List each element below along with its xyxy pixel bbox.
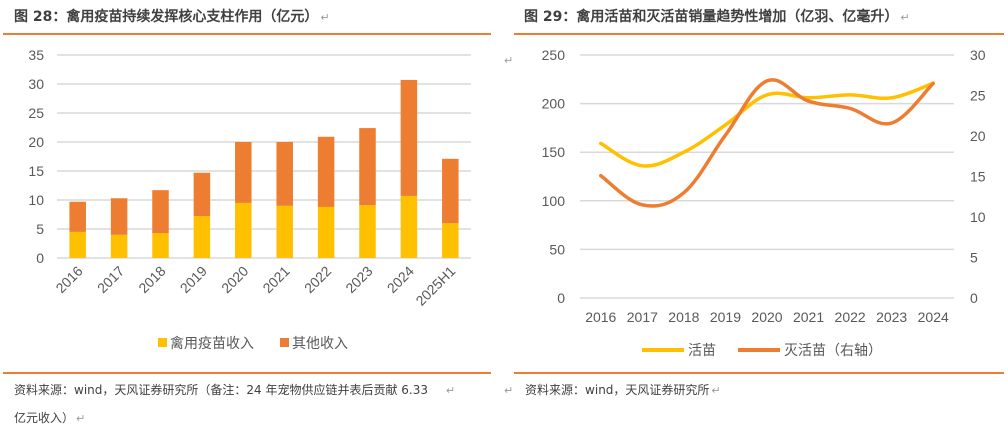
- right-source-text: 资料来源：wind，天风证券研究所: [525, 383, 710, 397]
- legend-label: 其他收入: [292, 335, 348, 351]
- return-mark-icon: ↵: [711, 384, 721, 397]
- bar-segment-other-2022: [317, 136, 335, 207]
- bar-segment-poultry-vaccine-2024: [400, 195, 418, 258]
- left-title-text: 图 28：禽用疫苗持续发挥核心支柱作用（亿元）: [14, 9, 319, 25]
- x-tick-label: 2016: [585, 309, 616, 325]
- x-tick-label: 2022: [835, 309, 866, 325]
- y-tick-label: 30: [28, 76, 44, 92]
- x-tick-label: 2017: [94, 263, 127, 296]
- left-source-text-2: 亿元收入）: [14, 411, 75, 425]
- legend-label: 禽用疫苗收入: [170, 335, 254, 351]
- legend-swatch-0: [158, 338, 167, 347]
- line-series-inactivated-vaccine: [599, 78, 935, 208]
- legend-label: 灭活苗（右轴）: [784, 342, 882, 358]
- left-source-rule: [3, 372, 491, 374]
- bar-segment-other-2024: [400, 79, 418, 196]
- y-right-tick-label: 25: [970, 88, 986, 104]
- y-tick-label: 15: [28, 163, 44, 179]
- bar-segment-poultry-vaccine-2022: [317, 206, 335, 258]
- legend-swatch-1: [280, 338, 289, 347]
- line-legend: 活苗 灭活苗（右轴）: [642, 342, 882, 358]
- bar-segment-poultry-vaccine-2018: [152, 233, 169, 258]
- x-tick-label: 2019: [177, 263, 210, 296]
- left-figure-title: 图 28：禽用疫苗持续发挥核心支柱作用（亿元） ↵: [14, 6, 330, 26]
- bar-segment-poultry-vaccine-2016: [69, 231, 86, 258]
- return-mark-icon: ↵: [76, 412, 86, 425]
- y-tick-label: 25: [28, 105, 44, 121]
- line-chart: 0 50 100 150 200 250 0 5 10 15 20 25 30 2016 2017 2018 2…: [542, 47, 986, 358]
- left-source-text-1: 资料来源：wind，天风证券研究所（备注：24 年宠物供应链并表后贡献 6.33: [14, 383, 428, 397]
- return-mark-icon: ↵: [320, 11, 330, 24]
- y-left-tick-label: 100: [542, 193, 566, 209]
- x-tick-label: 2018: [135, 263, 168, 296]
- x-tick-label: 2022: [301, 263, 334, 296]
- y-left-tick-label: 250: [542, 47, 566, 63]
- x-tick-label: 2024: [918, 309, 949, 325]
- x-tick-label: 2024: [384, 263, 417, 296]
- x-tick-label: 2017: [627, 309, 658, 325]
- bar-segment-poultry-vaccine-2021: [276, 205, 293, 258]
- return-mark-icon: ↵: [445, 384, 456, 397]
- return-mark-icon: ↵: [504, 54, 514, 67]
- y-left-tick-label: 0: [557, 290, 565, 306]
- bar-segment-other-2016: [69, 201, 86, 232]
- y-tick-label: 35: [28, 47, 44, 63]
- y-tick-label: 0: [36, 250, 44, 266]
- y-right-tick-label: 20: [970, 128, 986, 144]
- y-tick-label: 20: [28, 134, 44, 150]
- x-tick-label: 2016: [52, 263, 85, 296]
- bar-segment-other-2020: [235, 142, 252, 203]
- x-tick-label: 2019: [710, 309, 741, 325]
- right-figure-title: 图 29：禽用活苗和灭活苗销量趋势性增加（亿羽、亿毫升） ↵: [524, 6, 910, 26]
- x-tick-label: 2020: [751, 309, 782, 325]
- left-title-rule: [3, 33, 491, 35]
- bar-segment-other-2021: [276, 142, 293, 206]
- y-left-tick-label: 200: [542, 96, 566, 112]
- y-right-tick-label: 5: [970, 250, 978, 266]
- y-right-tick-label: 30: [970, 47, 986, 63]
- bar-segment-poultry-vaccine-2019: [193, 216, 211, 258]
- x-tick-label: 2021: [793, 309, 824, 325]
- y-tick-label: 10: [28, 192, 44, 208]
- bar-segment-other-2025H1: [442, 158, 459, 224]
- return-mark-icon: ↵: [504, 384, 514, 397]
- x-tick-label: 2021: [259, 263, 292, 296]
- y-left-tick-label: 150: [542, 144, 566, 160]
- bar-legend: 禽用疫苗收入 其他收入: [158, 335, 348, 351]
- y-right-tick-label: 10: [970, 209, 986, 225]
- x-tick-label: 2023: [342, 263, 375, 296]
- bar-chart: 0 5 10 15 20 25 30 35 2016 2017 2018 2019 2020 2021 20…: [28, 47, 471, 351]
- x-tick-label: 2025H1: [412, 263, 458, 309]
- bar-segment-poultry-vaccine-2025H1: [442, 223, 459, 258]
- y-right-tick-label: 15: [970, 169, 986, 185]
- x-tick-label: 2018: [668, 309, 699, 325]
- left-source-line2: 亿元收入） ↵: [14, 409, 85, 426]
- left-source-line1: 资料来源：wind，天风证券研究所（备注：24 年宠物供应链并表后贡献 6.33…: [14, 381, 455, 398]
- right-source-rule: [514, 372, 1004, 374]
- x-tick-label: 2020: [218, 263, 251, 296]
- y-left-tick-label: 50: [549, 241, 565, 257]
- return-mark-icon: ↵: [900, 11, 910, 24]
- bar-segment-poultry-vaccine-2020: [235, 202, 252, 258]
- bar-segment-other-2017: [110, 198, 128, 235]
- right-source-line: ↵ 资料来源：wind，天风证券研究所 ↵: [502, 381, 721, 398]
- bar-segment-other-2019: [193, 172, 211, 217]
- right-title-rule: [514, 33, 1004, 35]
- y-right-tick-label: 0: [970, 290, 978, 306]
- bar-segment-other-2018: [152, 190, 169, 234]
- bar-segment-poultry-vaccine-2023: [359, 205, 376, 258]
- y-tick-label: 5: [36, 221, 44, 237]
- legend-label: 活苗: [688, 342, 716, 358]
- bar-segment-poultry-vaccine-2017: [110, 234, 128, 258]
- right-title-text: 图 29：禽用活苗和灭活苗销量趋势性增加（亿羽、亿毫升）: [524, 9, 899, 25]
- bar-segment-other-2023: [359, 128, 376, 206]
- x-tick-label: 2023: [876, 309, 907, 325]
